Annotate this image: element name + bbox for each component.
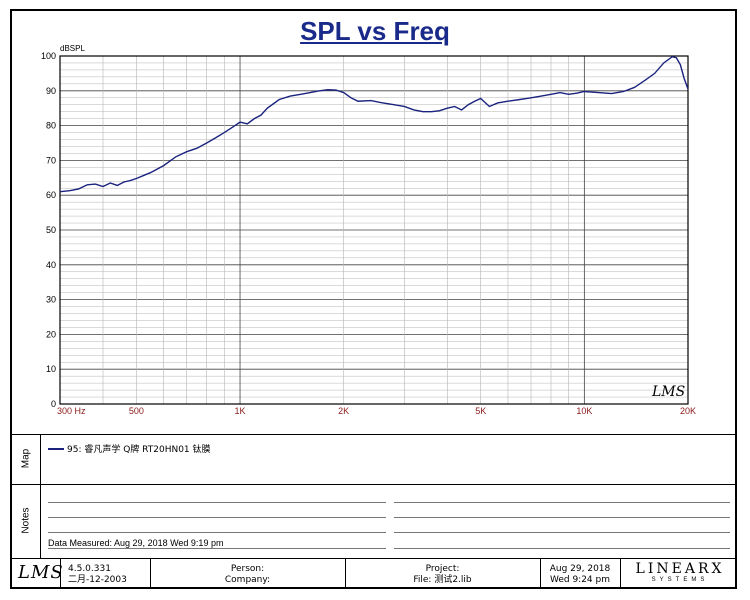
x-tick-label: 500 [129,406,144,416]
report-day-time: Wed 9:24 pm [549,575,611,585]
y-tick-label: 70 [46,155,56,165]
note-line [48,502,386,503]
watermark-logo: LMS [651,384,685,400]
legend-swatch [48,448,64,450]
version-date: 二月-12-2003 [68,575,127,585]
data-measured-text: Data Measured: Aug 29, 2018 Wed 9:19 pm [48,538,224,548]
report-date: Aug 29, 2018 [549,564,611,574]
y-tick-label: 40 [46,260,56,270]
map-panel-label: Map [20,448,32,469]
note-line [48,548,386,549]
y-tick-label: 50 [46,225,56,235]
footer-divider [620,558,621,589]
divider-map-notes [10,484,737,485]
y-tick-label: 0 [51,399,56,409]
note-line [48,517,386,518]
x-tick-label: 2K [338,406,349,416]
footer-divider [150,558,151,589]
x-tick-label: 10K [576,406,592,416]
note-line [394,548,730,549]
report-frame [10,9,737,589]
linearx-logo-subtitle: SYSTEMS [651,577,709,583]
divider-notes-footer [10,558,737,559]
note-line [394,532,730,533]
person-label: Person: [230,564,265,574]
note-line [394,517,730,518]
project-label: Project: [425,564,460,574]
version-text: 4.5.0.331 [68,564,111,574]
x-tick-label: 5K [475,406,486,416]
plot-area [59,55,689,405]
y-tick-label: 10 [46,364,56,374]
chart-title: SPL vs Freq [300,16,450,46]
y-tick-label: 90 [46,86,56,96]
footer-divider [60,558,61,589]
y-axis-label: dBSPL [60,44,85,53]
axis-ticks: 0 10 20 30 40 50 60 70 80 90 100 300 Hz 500 1K 2K 5K 10K… [41,51,696,416]
y-tick-label: 80 [46,121,56,131]
divider-top [10,434,737,435]
y-tick-label: 20 [46,329,56,339]
footer-divider [345,558,346,589]
x-tick-label: 1K [235,406,246,416]
y-tick-label: 30 [46,295,56,305]
y-tick-label: 60 [46,190,56,200]
footer-divider [540,558,541,589]
company-label: Company: [224,575,271,585]
grid-lines [59,55,689,405]
divider-side-labels [40,434,41,558]
note-line [394,502,730,503]
notes-panel-label: Notes [20,507,32,534]
note-line [48,532,386,533]
linearx-logo: LINEARX [635,561,725,577]
series-line [59,55,689,193]
legend-entry: 95: 睿凡声学 Q牌 RT20HN01 钛膜 [67,445,211,455]
x-tick-label: 20K [680,406,696,416]
file-label: File: 测试2.lib [413,575,472,585]
y-tick-label: 100 [41,51,56,61]
lms-logo: LMS [18,562,64,583]
x-tick-label: 300 Hz [57,406,86,416]
